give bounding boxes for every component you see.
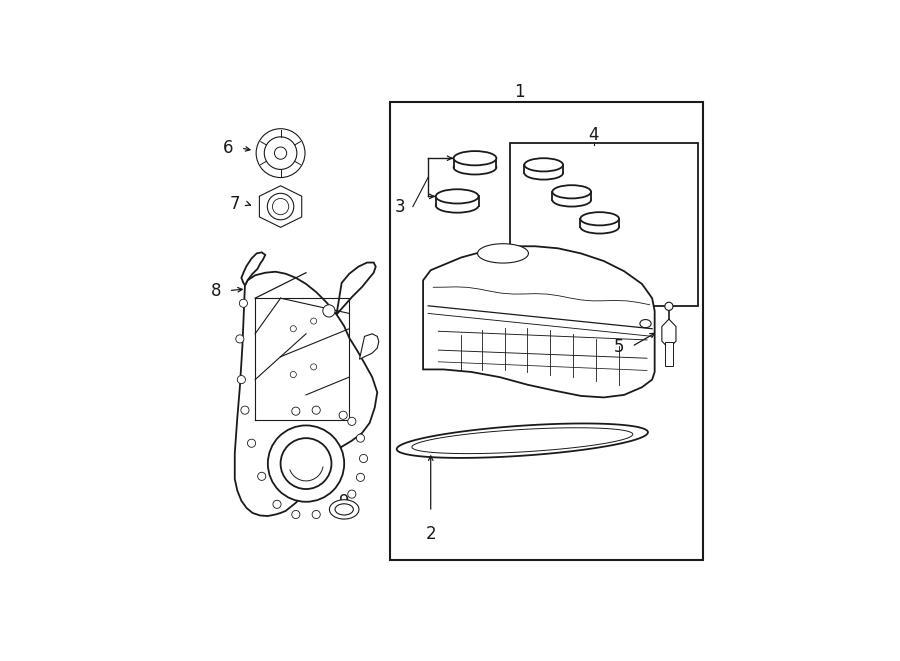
- Text: 1: 1: [515, 83, 525, 101]
- Bar: [553, 192, 591, 200]
- Text: 2: 2: [426, 525, 436, 543]
- Text: 4: 4: [589, 126, 598, 144]
- Circle shape: [241, 406, 249, 414]
- Circle shape: [359, 454, 367, 463]
- Circle shape: [312, 406, 320, 414]
- Ellipse shape: [335, 504, 354, 515]
- Ellipse shape: [454, 151, 497, 165]
- Circle shape: [347, 417, 356, 426]
- Ellipse shape: [525, 158, 563, 171]
- Polygon shape: [259, 186, 302, 227]
- Polygon shape: [235, 272, 377, 516]
- Circle shape: [281, 438, 331, 489]
- Ellipse shape: [553, 185, 591, 198]
- Circle shape: [332, 504, 340, 512]
- Bar: [390, 102, 703, 561]
- Circle shape: [292, 510, 300, 519]
- Circle shape: [356, 434, 365, 442]
- Ellipse shape: [454, 160, 497, 175]
- Circle shape: [273, 500, 281, 508]
- Circle shape: [312, 510, 320, 519]
- Ellipse shape: [525, 167, 563, 180]
- Polygon shape: [397, 424, 648, 458]
- Circle shape: [665, 302, 673, 311]
- Circle shape: [310, 318, 317, 324]
- Polygon shape: [423, 247, 654, 397]
- Circle shape: [347, 490, 356, 498]
- Text: 7: 7: [230, 195, 239, 213]
- Circle shape: [267, 193, 293, 220]
- Polygon shape: [412, 428, 633, 453]
- Circle shape: [274, 147, 287, 159]
- Circle shape: [292, 407, 300, 415]
- Circle shape: [236, 335, 244, 343]
- Circle shape: [290, 371, 296, 377]
- Circle shape: [238, 375, 246, 383]
- Circle shape: [239, 299, 248, 307]
- Bar: [509, 143, 698, 306]
- Ellipse shape: [436, 189, 479, 204]
- Circle shape: [257, 472, 266, 481]
- Circle shape: [310, 364, 317, 370]
- Circle shape: [256, 129, 305, 178]
- Ellipse shape: [553, 193, 591, 206]
- Text: 5: 5: [614, 338, 624, 356]
- Text: 3: 3: [394, 198, 405, 215]
- Bar: [665, 342, 673, 366]
- Ellipse shape: [580, 220, 619, 233]
- Bar: [454, 158, 497, 167]
- Text: 6: 6: [222, 139, 233, 157]
- Ellipse shape: [329, 500, 359, 519]
- Bar: [525, 165, 563, 173]
- Circle shape: [323, 305, 335, 317]
- Circle shape: [339, 411, 347, 419]
- Circle shape: [356, 473, 365, 481]
- Ellipse shape: [478, 244, 528, 263]
- Circle shape: [273, 198, 289, 215]
- Bar: [436, 196, 479, 206]
- Circle shape: [290, 326, 296, 332]
- Ellipse shape: [580, 212, 619, 225]
- Ellipse shape: [436, 198, 479, 213]
- Circle shape: [265, 137, 297, 169]
- Circle shape: [268, 426, 344, 502]
- Circle shape: [248, 439, 256, 447]
- Polygon shape: [662, 319, 676, 348]
- Bar: [580, 219, 619, 227]
- Text: 9: 9: [339, 492, 349, 511]
- Polygon shape: [337, 262, 375, 315]
- Polygon shape: [241, 253, 266, 286]
- Text: 8: 8: [211, 282, 221, 299]
- Polygon shape: [359, 334, 379, 360]
- Ellipse shape: [640, 319, 651, 328]
